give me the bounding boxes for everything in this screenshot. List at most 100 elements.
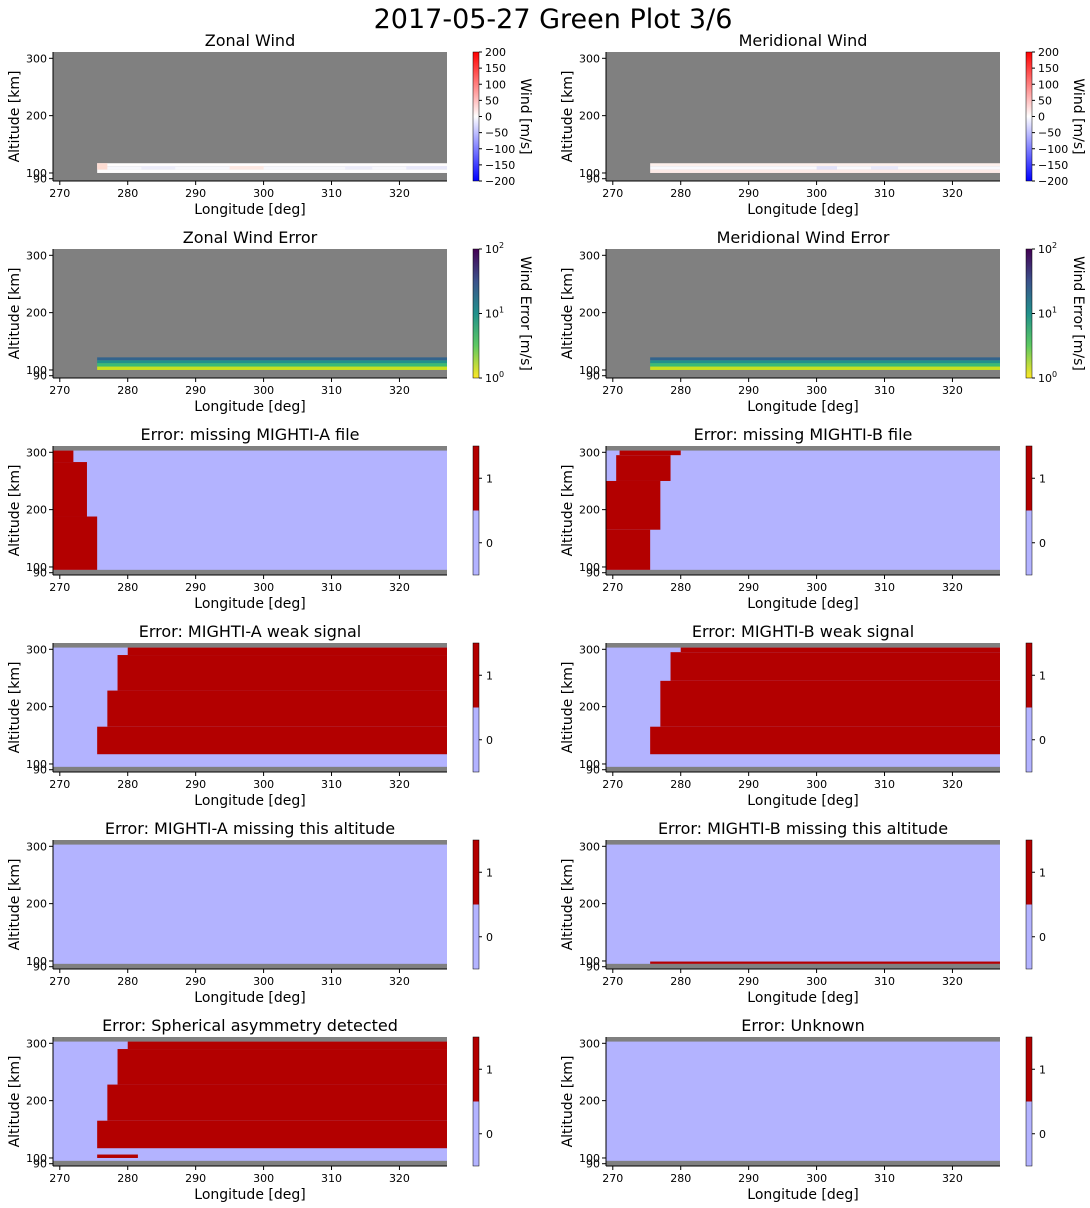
y-tick-label: 90	[586, 173, 600, 186]
colorbar-tick-label: −50	[1038, 127, 1061, 140]
heatmap-cell	[650, 357, 1000, 361]
heatmap-cell	[53, 963, 447, 969]
x-tick-label: 320	[942, 778, 963, 791]
colorbar-tick-label: 1	[486, 866, 493, 879]
colorbar-swatch-on	[473, 840, 479, 905]
y-tick-label: 100	[579, 561, 600, 574]
colorbar-frame	[1025, 642, 1033, 773]
x-tick-label: 270	[602, 975, 623, 988]
colorbar-tick-label: 101	[1038, 306, 1057, 321]
plot-background	[53, 840, 447, 969]
y-tick-label: 300	[26, 446, 47, 459]
heatmap-cell	[650, 363, 1000, 367]
y-axis-label: Altitude [km]	[560, 465, 576, 557]
figure-title: 2017-05-27 Green Plot 3/6	[374, 4, 733, 35]
chart-panel: Meridional Wind Error 270 280 290 300 310 320 9…	[560, 228, 1086, 415]
y-tick-label: 300	[26, 840, 47, 853]
colorbar-frame	[1025, 445, 1033, 576]
colorbar-tick-exponent: 0	[499, 370, 504, 379]
heatmap-cell	[229, 166, 264, 170]
y-tick-label: 100	[26, 364, 47, 377]
y-tick-label: 90	[586, 1158, 600, 1171]
x-tick-label: 320	[942, 1172, 963, 1185]
y-tick-label: 200	[26, 898, 47, 911]
y-axis-label: Altitude [km]	[560, 859, 576, 951]
heatmap-cell	[97, 366, 447, 370]
y-tick-label: 90	[33, 764, 47, 777]
x-tick-label: 310	[321, 187, 342, 200]
chart-title: Error: Unknown	[741, 1016, 864, 1035]
x-tick-label: 300	[253, 1172, 274, 1185]
x-tick-label: 290	[185, 581, 206, 594]
colorbar-gradient	[1025, 248, 1033, 379]
x-tick-label: 290	[185, 778, 206, 791]
heatmap-cell	[650, 366, 1000, 370]
colorbar-swatch-on	[1026, 840, 1032, 905]
colorbar-tick-label: 0	[485, 111, 492, 124]
x-tick-label: 270	[49, 975, 70, 988]
x-tick-label: 320	[389, 384, 410, 397]
x-tick-label: 320	[942, 975, 963, 988]
heatmap-cell	[606, 840, 1000, 845]
x-tick-label: 300	[253, 778, 274, 791]
y-tick-label: 300	[579, 52, 600, 65]
x-tick-label: 280	[117, 975, 138, 988]
x-tick-label: 310	[874, 187, 895, 200]
y-tick-label: 100	[26, 758, 47, 771]
x-tick-label: 280	[670, 581, 691, 594]
heatmap-cell	[97, 166, 447, 170]
x-tick-label: 280	[117, 778, 138, 791]
colorbar-swatch-off	[473, 1101, 479, 1166]
x-tick-label: 310	[874, 778, 895, 791]
plot-background	[53, 52, 447, 181]
colorbar: 10	[472, 445, 493, 576]
y-axis-label: Altitude [km]	[7, 465, 23, 557]
colorbar: 10	[472, 839, 493, 970]
colorbar-tick-label: 50	[485, 94, 499, 107]
x-tick-label: 280	[117, 581, 138, 594]
colorbar-tick-label: 1	[486, 669, 493, 682]
colorbar-tick-label: 1	[1039, 669, 1046, 682]
y-tick-label: 300	[579, 446, 600, 459]
x-tick-label: 300	[806, 975, 827, 988]
y-tick-label: 300	[26, 643, 47, 656]
y-tick-label: 300	[579, 1037, 600, 1050]
y-tick-label: 200	[579, 504, 600, 517]
x-tick-label: 310	[874, 975, 895, 988]
y-tick-label: 200	[26, 110, 47, 123]
y-tick-label: 100	[579, 1152, 600, 1165]
x-tick-label: 320	[942, 581, 963, 594]
colorbar-gradient	[1025, 51, 1033, 182]
colorbar-frame	[472, 839, 480, 970]
colorbar-tick-label: 0	[1039, 931, 1046, 944]
colorbar-tick-label: 102	[1038, 241, 1057, 256]
heatmap-cell	[606, 766, 1000, 772]
heatmap-cell	[107, 690, 448, 727]
colorbar-swatch-off	[473, 707, 479, 772]
x-tick-label: 280	[670, 778, 691, 791]
heatmap-cell	[870, 166, 899, 170]
colorbar-tick-label: 100	[1038, 370, 1057, 385]
y-tick-label: 200	[26, 701, 47, 714]
x-tick-label: 270	[602, 384, 623, 397]
x-axis-label: Longitude [deg]	[194, 596, 305, 612]
colorbar-gradient	[472, 248, 480, 379]
colorbar-tick-label: 102	[485, 241, 504, 256]
colorbar-label: Wind Error [m/s]	[517, 256, 533, 371]
colorbar-tick-label: −200	[485, 175, 515, 188]
colorbar-tick-exponent: 2	[499, 241, 504, 250]
heatmap-cell	[127, 1041, 448, 1050]
chart-panel: Error: MIGHTI-A missing this altitude 270…	[7, 819, 493, 1006]
x-tick-label: 280	[670, 384, 691, 397]
x-tick-label: 310	[874, 384, 895, 397]
x-axis-label: Longitude [deg]	[747, 202, 858, 218]
colorbar-swatch-on	[473, 446, 479, 511]
colorbar-swatch-on	[1026, 643, 1032, 708]
heatmap-cell	[141, 166, 176, 170]
chart-panel: Error: missing MIGHTI-B file 270 280 290 300…	[560, 425, 1046, 612]
colorbar-tick-label: 100	[485, 78, 506, 91]
x-tick-label: 270	[602, 187, 623, 200]
colorbar: 10	[472, 1036, 493, 1167]
